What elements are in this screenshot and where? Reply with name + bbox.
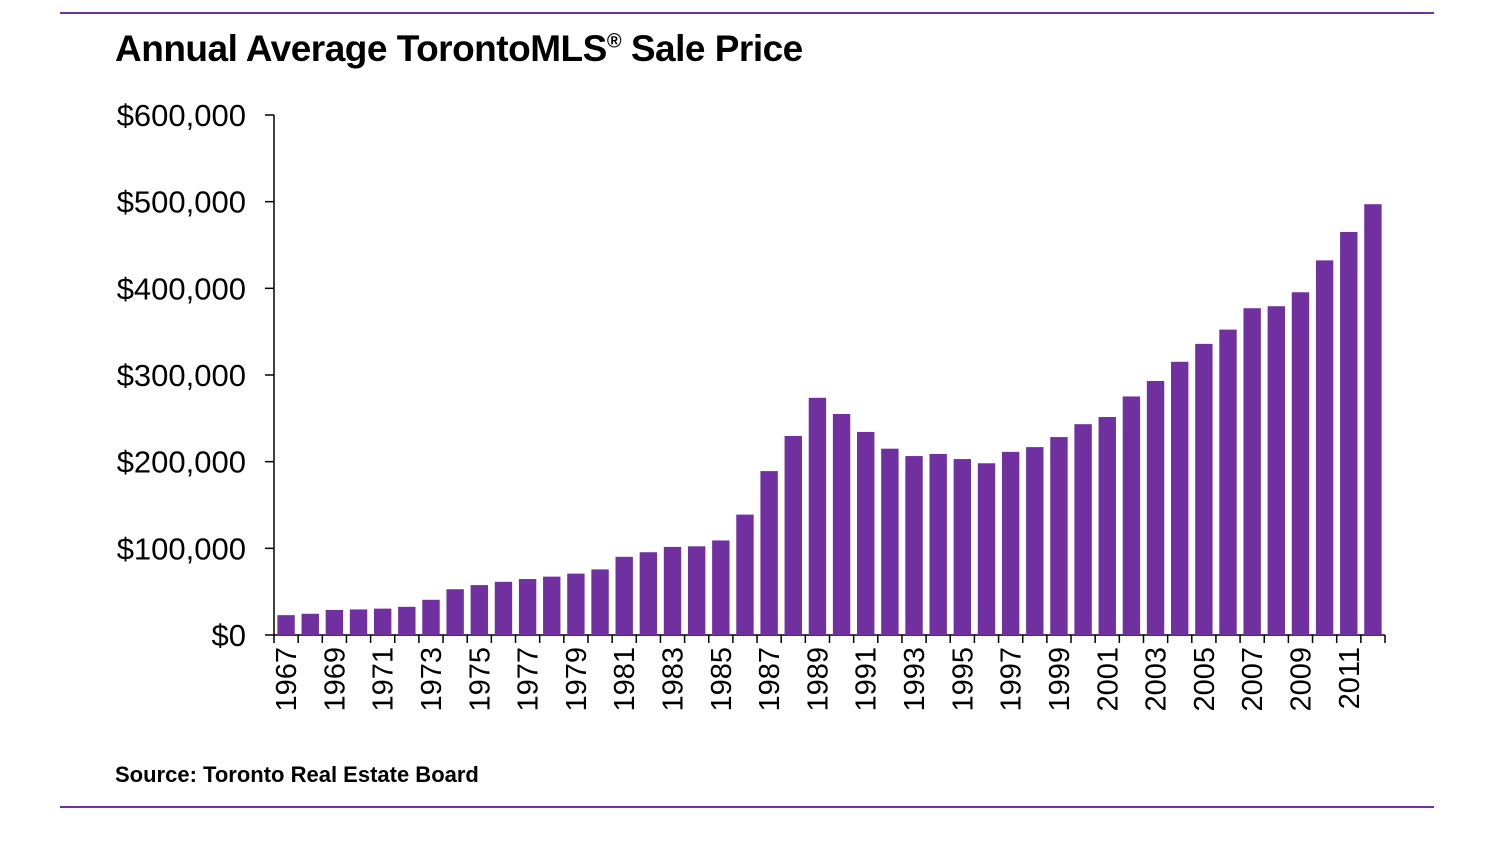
bar-1975 — [470, 585, 488, 635]
bar-2008 — [1267, 306, 1286, 635]
bar-1988 — [784, 435, 802, 635]
bar-2001 — [1098, 417, 1116, 635]
bar-1984 — [687, 546, 706, 635]
y-tick-label: $500,000 — [117, 185, 246, 220]
chart-title: Annual Average TorontoMLS® Sale Price — [115, 28, 803, 70]
y-tick-label: $100,000 — [117, 531, 246, 566]
x-tick-label: 1967 — [271, 647, 303, 712]
y-tick-label: $400,000 — [117, 271, 246, 306]
bar-2003 — [1146, 381, 1165, 635]
bar-2002 — [1122, 396, 1141, 635]
x-tick-label: 1997 — [996, 647, 1028, 712]
y-tick-label: $600,000 — [117, 98, 246, 133]
bar-1985 — [712, 540, 730, 635]
bar-1981 — [615, 556, 633, 635]
bar-1976 — [494, 581, 513, 635]
bar-2011 — [1340, 231, 1358, 636]
bar-2010 — [1315, 260, 1334, 635]
bar-1995 — [953, 459, 972, 635]
x-tick-label: 1971 — [368, 647, 400, 712]
bar-2005 — [1195, 343, 1213, 635]
x-tick-label: 2011 — [1334, 647, 1366, 709]
bottom-rule — [60, 806, 1434, 808]
x-tick-label: 1987 — [754, 647, 786, 712]
bar-1999 — [1050, 437, 1068, 635]
bar-1978 — [543, 576, 561, 635]
x-tick-label: 1993 — [899, 647, 931, 712]
x-tick-label: 1975 — [464, 647, 496, 712]
bar-1993 — [905, 456, 923, 635]
registered-mark: ® — [606, 30, 622, 53]
bar-1982 — [639, 552, 658, 635]
bar-1973 — [422, 599, 440, 635]
x-tick-label: 1983 — [658, 647, 690, 712]
bar-1970 — [349, 609, 368, 635]
bar-1980 — [591, 569, 609, 635]
bar-2007 — [1243, 308, 1261, 635]
x-tick-label: 1969 — [319, 647, 351, 712]
bar-2000 — [1074, 424, 1092, 635]
bar-1989 — [808, 397, 827, 635]
bar-1987 — [760, 471, 778, 635]
bar-1991 — [857, 431, 875, 635]
x-tick-label: 1999 — [1044, 647, 1076, 712]
chart-title-text: Annual Average TorontoMLS® Sale Price — [115, 28, 803, 69]
bar-2006 — [1219, 329, 1237, 635]
x-tick-label: 2007 — [1237, 647, 1269, 712]
bar-1969 — [325, 609, 344, 635]
bar-1979 — [567, 573, 585, 635]
x-tick-label: 1985 — [706, 647, 738, 712]
bar-1967 — [277, 615, 295, 635]
bar-1974 — [446, 589, 464, 635]
bar-2009 — [1291, 292, 1310, 635]
y-tick-label: $200,000 — [117, 445, 246, 480]
x-tick-label: 1973 — [416, 647, 448, 712]
y-tick-label: $300,000 — [117, 358, 246, 393]
source-note: Source: Toronto Real Estate Board — [115, 762, 479, 787]
x-tick-label: 1977 — [513, 647, 545, 712]
top-rule — [60, 12, 1434, 14]
x-tick-label: 1991 — [851, 647, 883, 712]
bar-1996 — [977, 463, 996, 635]
x-tick-label: 2003 — [1141, 647, 1173, 712]
x-tick-label: 1979 — [561, 647, 593, 712]
bar-2012 — [1364, 204, 1382, 635]
bar-1990 — [832, 413, 851, 635]
bar-1998 — [1026, 447, 1044, 635]
bar-2004 — [1171, 361, 1189, 635]
x-tick-label: 1989 — [802, 647, 834, 712]
bar-1997 — [1001, 451, 1020, 635]
bar-1992 — [881, 448, 899, 635]
x-tick-label: 2001 — [1092, 647, 1124, 712]
bar-1972 — [398, 606, 416, 635]
x-tick-label: 2009 — [1285, 647, 1317, 712]
bar-1983 — [663, 546, 682, 635]
x-tick-label: 2005 — [1189, 647, 1221, 712]
bar-1968 — [301, 613, 319, 635]
x-tick-label: 1995 — [947, 647, 979, 712]
y-tick-label: $0 — [212, 618, 246, 653]
bar-1986 — [736, 514, 754, 635]
bar-1977 — [518, 579, 537, 635]
x-tick-label: 1981 — [609, 647, 641, 712]
bar-1971 — [373, 608, 392, 635]
bar-1994 — [929, 453, 947, 635]
